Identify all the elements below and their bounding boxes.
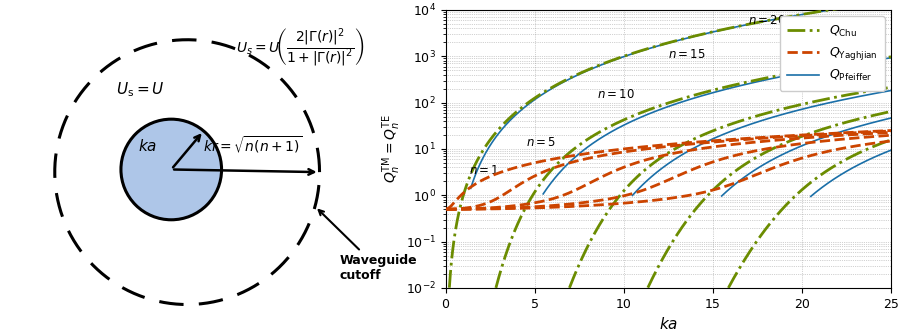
Y-axis label: $Q_n^{\mathrm{TM}} = Q_n^{\mathrm{TE}}$: $Q_n^{\mathrm{TM}} = Q_n^{\mathrm{TE}}$ [381,115,403,183]
Text: Waveguide
cutoff: Waveguide cutoff [319,210,417,282]
Text: $U_s = U\!\left(\dfrac{2|\Gamma(r)|^2}{1+|\Gamma(r)|^2}\right)$: $U_s = U\!\left(\dfrac{2|\Gamma(r)|^2}{1… [236,26,364,69]
Text: $n = 15$: $n = 15$ [668,48,706,61]
Text: $ka$: $ka$ [138,138,157,154]
Text: $n = 20$: $n = 20$ [749,14,787,27]
Text: $n = 10$: $n = 10$ [597,88,634,101]
Legend: $Q_{\mathrm{Chu}}$, $Q_{\mathrm{Yaghjian}}$, $Q_{\mathrm{Pfeiffer}}$: $Q_{\mathrm{Chu}}$, $Q_{\mathrm{Yaghjian… [780,16,885,91]
Text: $n = 5$: $n = 5$ [526,136,556,149]
Text: $n = 1$: $n = 1$ [469,164,499,176]
Circle shape [121,119,221,220]
Text: $U_{\rm s} = U$: $U_{\rm s} = U$ [116,81,166,99]
Text: $kr = \sqrt{n(n+1)}$: $kr = \sqrt{n(n+1)}$ [203,135,303,156]
X-axis label: $ka$: $ka$ [659,316,678,331]
